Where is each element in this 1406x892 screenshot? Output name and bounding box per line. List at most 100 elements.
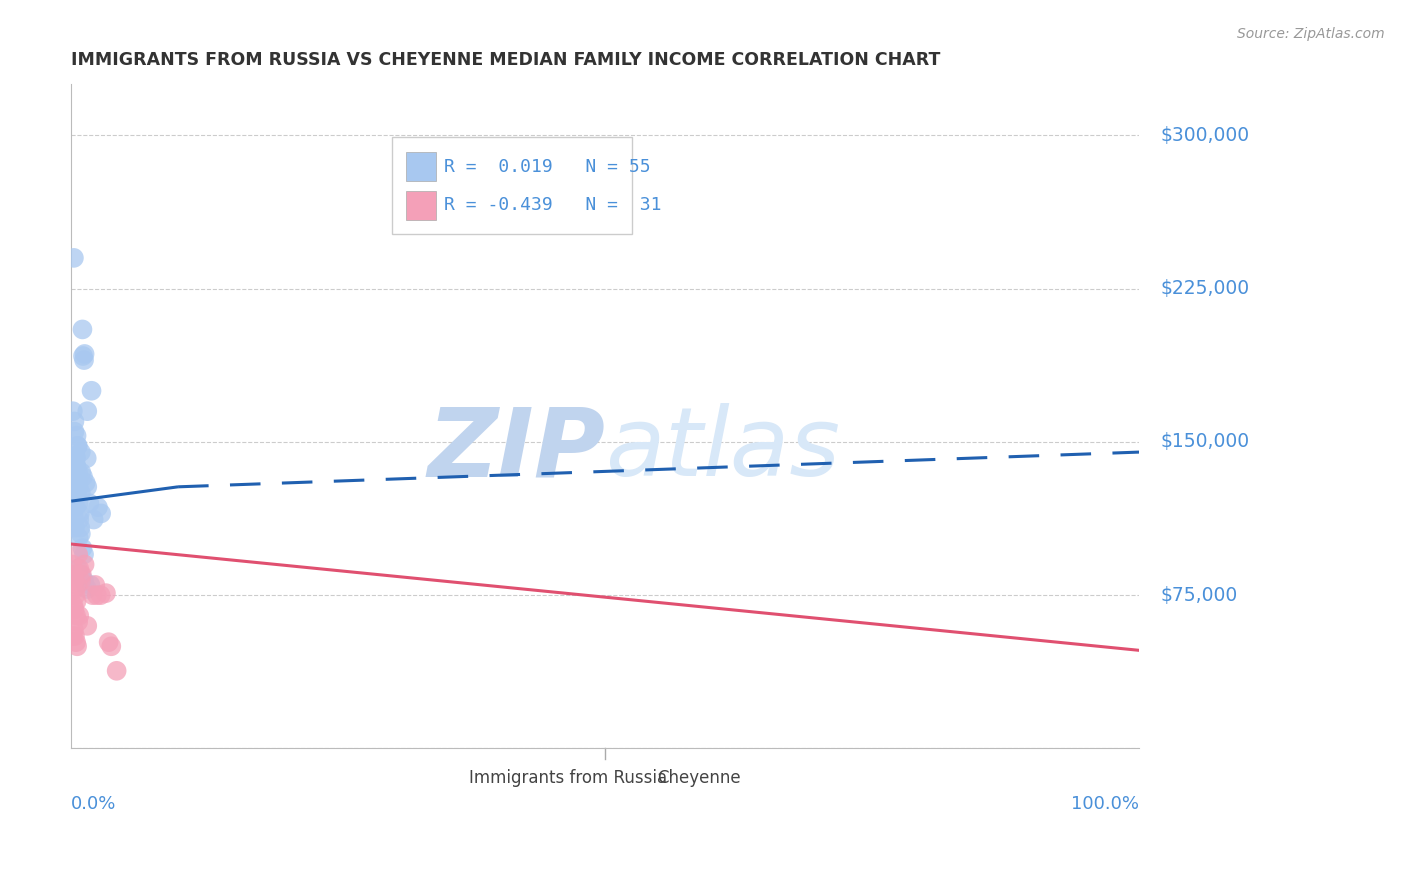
Point (67, 496, 90, 510)
Point (66, 439, 89, 453)
Point (87, 500, 110, 515)
Point (72, 541, 94, 556)
Point (105, 664, 128, 678)
Bar (627, 773, 650, 785)
Point (66, 640, 89, 654)
Bar (405, 191, 436, 219)
Point (79, 578, 101, 592)
Text: $75,000: $75,000 (1161, 586, 1239, 605)
Point (66, 439, 89, 453)
Point (97, 635, 120, 649)
Point (63, 414, 86, 428)
Point (76, 480, 98, 494)
Point (66, 578, 89, 592)
Point (66, 475, 89, 490)
Point (73, 347, 96, 361)
Text: atlas: atlas (606, 403, 841, 496)
Point (65, 451, 87, 466)
Point (73, 558, 96, 572)
Text: R =  0.019   N = 55: R = 0.019 N = 55 (444, 158, 651, 176)
Point (86, 588, 108, 602)
Point (63, 623, 86, 637)
Point (67, 480, 90, 494)
Point (70, 574, 93, 588)
Point (65, 459, 87, 474)
FancyBboxPatch shape (392, 137, 633, 234)
Point (63, 455, 86, 469)
Text: ZIP: ZIP (427, 403, 606, 496)
Text: 100.0%: 100.0% (1071, 795, 1139, 813)
Point (73, 547, 96, 561)
Point (62, 466, 84, 480)
Point (63, 500, 86, 515)
Point (76, 404, 98, 418)
Point (72, 469, 94, 483)
Point (63, 582, 86, 596)
Point (66, 561, 89, 575)
Point (63, 521, 86, 535)
Point (62, 480, 84, 494)
Point (70, 466, 93, 480)
Point (67, 615, 90, 629)
Point (67, 608, 90, 623)
Point (69, 507, 91, 521)
Point (76, 451, 98, 466)
Bar (405, 153, 436, 181)
Point (70, 567, 93, 582)
Text: $225,000: $225,000 (1161, 279, 1250, 298)
Point (73, 574, 96, 588)
Point (76, 582, 98, 596)
Point (66, 472, 89, 486)
Text: Immigrants from Russia: Immigrants from Russia (468, 770, 666, 788)
Text: IMMIGRANTS FROM RUSSIA VS CHEYENNE MEDIAN FAMILY INCOME CORRELATION CHART: IMMIGRANTS FROM RUSSIA VS CHEYENNE MEDIA… (72, 51, 941, 69)
Point (67, 531, 90, 545)
Point (80, 384, 103, 398)
Point (70, 486, 93, 500)
Point (62, 599, 84, 613)
Point (70, 445, 93, 459)
Point (63, 629, 86, 643)
Point (65, 459, 87, 474)
Text: Source: ZipAtlas.com: Source: ZipAtlas.com (1237, 27, 1385, 41)
Point (67, 561, 90, 575)
Point (75, 475, 97, 490)
Point (65, 635, 87, 649)
Point (63, 512, 86, 526)
Text: $300,000: $300,000 (1161, 126, 1250, 145)
Text: $150,000: $150,000 (1161, 433, 1250, 451)
Point (62, 567, 84, 582)
Point (63, 492, 86, 507)
Point (90, 507, 112, 521)
Point (83, 512, 105, 526)
Point (65, 608, 87, 623)
Point (79, 496, 101, 510)
Point (60, 558, 83, 572)
Point (65, 594, 87, 608)
Point (63, 602, 86, 616)
Point (67, 547, 90, 561)
Text: 0.0%: 0.0% (72, 795, 117, 813)
Point (72, 349, 94, 363)
Point (65, 449, 87, 463)
Point (63, 425, 86, 439)
Point (76, 619, 98, 633)
Point (82, 588, 104, 602)
Point (65, 500, 87, 515)
Point (69, 521, 91, 535)
Point (100, 640, 122, 654)
Text: Cheyenne: Cheyenne (657, 770, 741, 788)
Point (67, 466, 90, 480)
Point (66, 486, 89, 500)
Point (70, 526, 93, 541)
Point (94, 586, 117, 600)
Point (62, 475, 84, 490)
Bar (440, 773, 464, 785)
Point (67, 512, 90, 526)
Point (62, 629, 84, 643)
Point (84, 578, 107, 592)
Point (72, 322, 94, 336)
Point (65, 428, 87, 442)
Text: R = -0.439   N =  31: R = -0.439 N = 31 (444, 196, 662, 214)
Point (63, 251, 86, 265)
Point (62, 404, 84, 418)
